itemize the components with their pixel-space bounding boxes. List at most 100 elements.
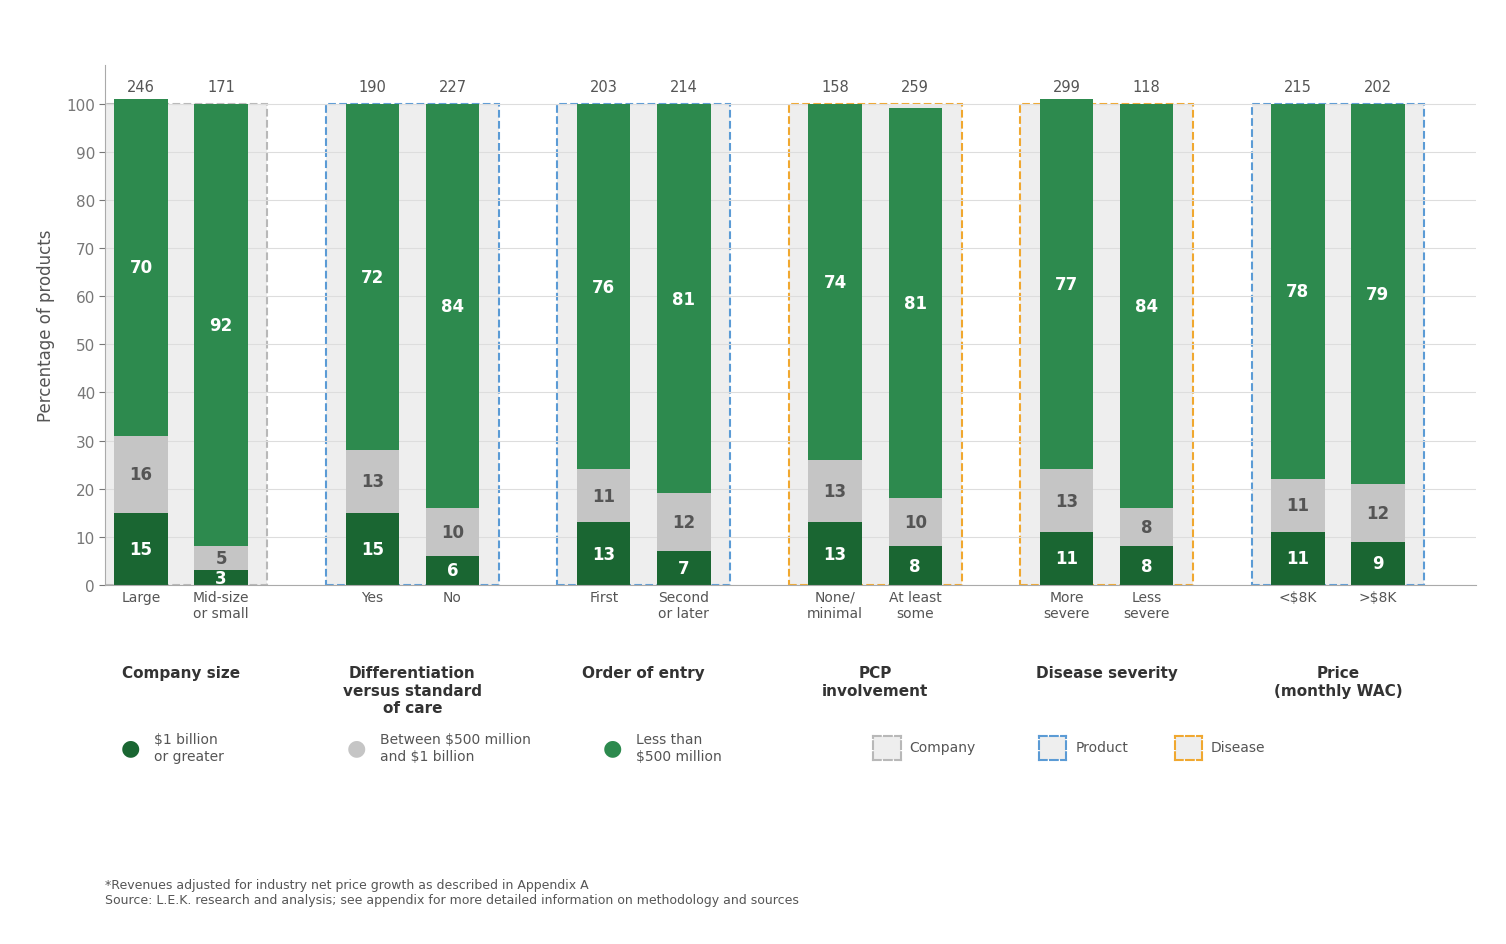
Text: ●: ● xyxy=(120,737,140,758)
Text: 9: 9 xyxy=(1372,555,1384,573)
Text: 72: 72 xyxy=(361,269,384,287)
Text: 79: 79 xyxy=(1366,285,1390,303)
Text: 16: 16 xyxy=(130,465,152,483)
Bar xyxy=(114,105,167,585)
Text: 78: 78 xyxy=(1286,283,1309,301)
Text: 12: 12 xyxy=(672,514,696,531)
Bar xyxy=(1120,105,1173,585)
Bar xyxy=(809,105,861,461)
Bar xyxy=(1351,542,1405,585)
Text: More
severe: More severe xyxy=(1044,590,1090,620)
Text: 3: 3 xyxy=(215,569,227,587)
Bar xyxy=(1120,547,1173,585)
Bar xyxy=(889,498,941,547)
Text: 8: 8 xyxy=(1142,518,1152,536)
Text: Differentiation
versus standard
of care: Differentiation versus standard of care xyxy=(343,666,482,716)
Text: Product: Product xyxy=(1075,741,1128,754)
Text: Mid-size
or small: Mid-size or small xyxy=(193,590,250,620)
Bar xyxy=(346,514,399,585)
Text: 11: 11 xyxy=(592,487,616,505)
Text: 246: 246 xyxy=(127,80,155,95)
Text: 10: 10 xyxy=(441,523,464,542)
Bar xyxy=(889,547,941,585)
Text: Between $500 million
and $1 billion: Between $500 million and $1 billion xyxy=(380,733,530,763)
Text: >$8K: >$8K xyxy=(1358,590,1398,604)
Text: Disease severity: Disease severity xyxy=(1036,666,1178,681)
Bar xyxy=(809,105,861,585)
Text: 214: 214 xyxy=(670,80,697,95)
Bar xyxy=(114,100,167,436)
Bar xyxy=(657,105,711,494)
Bar xyxy=(1271,532,1325,585)
Bar xyxy=(1120,509,1173,547)
FancyBboxPatch shape xyxy=(1020,105,1193,585)
Text: 203: 203 xyxy=(590,80,617,95)
Text: 13: 13 xyxy=(824,545,846,563)
Text: 171: 171 xyxy=(208,80,235,95)
Text: 227: 227 xyxy=(438,80,467,95)
Bar xyxy=(1351,484,1405,542)
Text: 6: 6 xyxy=(447,562,458,580)
Text: 5: 5 xyxy=(215,549,227,568)
Text: PCP
involvement: PCP involvement xyxy=(822,666,928,698)
Bar xyxy=(426,556,479,585)
Bar xyxy=(889,110,941,498)
Bar xyxy=(1039,100,1093,470)
Bar xyxy=(114,514,167,585)
FancyBboxPatch shape xyxy=(327,105,498,585)
Text: 11: 11 xyxy=(1286,549,1309,568)
Text: 7: 7 xyxy=(678,560,690,578)
Text: 13: 13 xyxy=(1056,492,1078,510)
Text: 84: 84 xyxy=(441,297,464,315)
FancyBboxPatch shape xyxy=(95,105,268,585)
Text: At least
some: At least some xyxy=(889,590,941,620)
Bar xyxy=(346,105,399,450)
Text: *Revenues adjusted for industry net price growth as described in Appendix A
Sour: *Revenues adjusted for industry net pric… xyxy=(105,878,800,906)
Text: 84: 84 xyxy=(1136,297,1158,315)
Text: 12: 12 xyxy=(1366,504,1390,522)
Text: $1 billion
or greater: $1 billion or greater xyxy=(154,733,223,763)
Bar xyxy=(809,461,861,523)
Text: 92: 92 xyxy=(209,316,233,335)
Text: 13: 13 xyxy=(592,545,616,563)
Text: 15: 15 xyxy=(361,540,384,558)
Bar xyxy=(809,523,861,585)
Bar xyxy=(346,105,399,585)
Text: 76: 76 xyxy=(592,278,616,296)
Text: 74: 74 xyxy=(824,274,846,292)
Text: 70: 70 xyxy=(130,259,152,277)
Text: 118: 118 xyxy=(1133,80,1161,95)
Bar xyxy=(889,105,941,585)
Bar xyxy=(657,105,711,585)
Bar xyxy=(1351,105,1405,484)
Bar xyxy=(426,105,479,509)
Bar xyxy=(1039,532,1093,585)
Text: <$8K: <$8K xyxy=(1279,590,1318,604)
Bar xyxy=(346,450,399,514)
Bar xyxy=(577,523,631,585)
Text: Company: Company xyxy=(910,741,976,754)
Bar xyxy=(194,105,248,547)
Text: Company size: Company size xyxy=(122,666,239,681)
Text: 15: 15 xyxy=(130,540,152,558)
Text: 299: 299 xyxy=(1053,80,1080,95)
Text: 81: 81 xyxy=(904,295,926,313)
Text: 158: 158 xyxy=(821,80,849,95)
Text: ●: ● xyxy=(346,737,366,758)
Bar xyxy=(1271,105,1325,480)
Y-axis label: Percentage of products: Percentage of products xyxy=(38,229,56,422)
Text: 190: 190 xyxy=(358,80,387,95)
Text: 11: 11 xyxy=(1056,549,1078,568)
Text: ●: ● xyxy=(602,737,622,758)
FancyBboxPatch shape xyxy=(557,105,730,585)
Text: 10: 10 xyxy=(904,514,926,531)
Text: 81: 81 xyxy=(672,290,696,309)
Bar xyxy=(426,105,479,585)
Bar xyxy=(577,105,631,470)
Bar xyxy=(114,436,167,514)
Text: Price
(monthly WAC): Price (monthly WAC) xyxy=(1274,666,1402,698)
Text: Order of entry: Order of entry xyxy=(583,666,705,681)
Bar xyxy=(194,571,248,585)
Bar xyxy=(426,509,479,556)
Text: Yes: Yes xyxy=(361,590,384,604)
